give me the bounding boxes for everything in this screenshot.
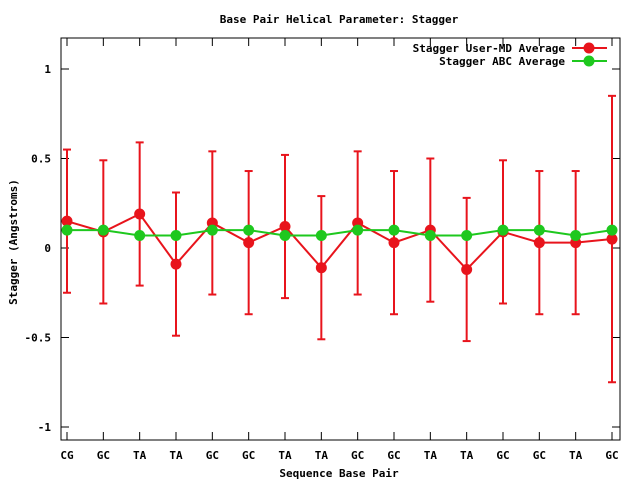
data-point <box>61 215 73 227</box>
x-tick-label: TA <box>133 449 147 462</box>
data-point <box>315 229 327 241</box>
series-1 <box>61 94 618 384</box>
x-tick-label: GC <box>97 449 110 462</box>
legend-label: Stagger User-MD Average <box>413 42 566 55</box>
data-point <box>388 224 400 236</box>
x-tick-label: GC <box>496 449 509 462</box>
x-tick-label: GC <box>533 449 546 462</box>
x-tick-label: CG <box>60 449 74 462</box>
y-tick-label: -0.5 <box>25 332 52 345</box>
data-point <box>352 224 364 236</box>
x-tick-label: TA <box>278 449 292 462</box>
data-point <box>170 258 182 270</box>
x-axis: CG GC TA TA GC GC TA TA GC GC TA TA GC GC TA GC <box>60 38 619 462</box>
data-point <box>279 221 291 233</box>
data-point <box>570 229 582 241</box>
data-point <box>243 237 255 249</box>
data-point <box>315 262 327 274</box>
data-point <box>243 224 255 236</box>
plot-frame <box>60 37 621 441</box>
y-axis-label: Stagger (Angstroms) <box>7 179 20 305</box>
data-point <box>170 229 182 241</box>
x-tick-label: GC <box>351 449 364 462</box>
x-tick-label: TA <box>169 449 183 462</box>
data-point <box>97 224 109 236</box>
series-line <box>66 212 613 271</box>
data-point <box>533 237 545 249</box>
x-tick-label: GC <box>206 449 219 462</box>
y-tick-label: 1 <box>44 63 51 76</box>
y-tick-label: 0 <box>44 242 51 255</box>
data-point <box>461 229 473 241</box>
x-tick-label: GC <box>242 449 255 462</box>
data-point <box>134 208 146 220</box>
y-tick-label: -1 <box>38 421 52 434</box>
series-layer <box>61 94 618 384</box>
chart-title: Base Pair Helical Parameter: Stagger <box>220 13 459 26</box>
y-axis: -1 -0.5 0 0.5 1 <box>25 63 620 434</box>
x-tick-label: TA <box>460 449 474 462</box>
data-point <box>424 229 436 241</box>
series-2 <box>61 224 618 241</box>
legend-marker <box>583 42 595 54</box>
data-point <box>206 224 218 236</box>
data-point <box>134 229 146 241</box>
x-tick-label: TA <box>315 449 329 462</box>
x-tick-label: TA <box>424 449 438 462</box>
data-point <box>61 224 73 236</box>
x-tick-label: TA <box>569 449 583 462</box>
data-point <box>606 224 618 236</box>
x-axis-label: Sequence Base Pair <box>279 467 399 480</box>
data-point <box>497 224 509 236</box>
y-tick-label: 0.5 <box>31 153 51 166</box>
data-point <box>279 229 291 241</box>
legend-marker <box>583 55 595 67</box>
data-point <box>461 263 473 275</box>
data-point <box>388 237 400 249</box>
x-tick-label: GC <box>605 449 618 462</box>
x-tick-label: GC <box>387 449 400 462</box>
data-point <box>606 233 618 245</box>
data-point <box>533 224 545 236</box>
legend-label: Stagger ABC Average <box>439 55 565 68</box>
series-line <box>67 229 613 237</box>
